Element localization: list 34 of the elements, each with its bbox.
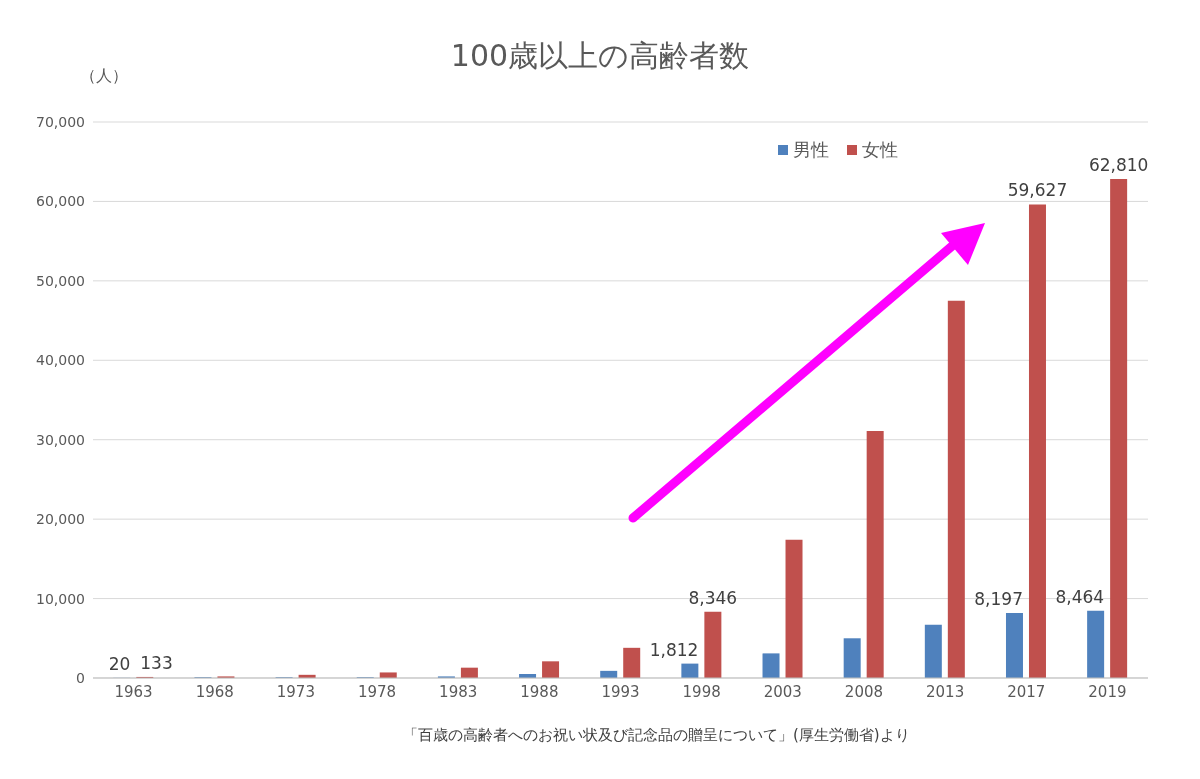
x-tick-label: 2017 [1007,682,1046,701]
y-tick-label: 20,000 [36,511,85,528]
x-tick-label: 2013 [926,682,965,701]
data-label: 133 [140,652,173,673]
data-label: 1,812 [649,639,699,660]
x-tick-label: 2008 [844,682,884,701]
data-label: 20 [108,653,131,674]
data-label: 62,810 [1088,155,1149,176]
x-tick-label: 1978 [357,682,397,701]
y-tick-label: 70,000 [36,113,85,130]
chart-title: 100歳以上の高齢者数 [450,38,750,73]
legend-label: 女性 [861,138,898,162]
data-label: 8,346 [688,587,738,608]
x-tick-label: 2003 [763,682,802,701]
y-tick-label: 10,000 [36,590,85,607]
x-tick-label: 1983 [439,682,478,701]
y-tick-label: 60,000 [36,193,85,210]
x-tick-label: 1998 [682,682,721,701]
y-axis-title: （人） [80,66,128,87]
data-label: 8,464 [1055,586,1105,607]
text: 「百歳の高齢者へのお祝い状及び記念品の贈呈について」(厚生労働省)より [403,726,910,745]
data-label: 8,197 [974,588,1023,609]
y-tick-label: 30,000 [36,431,85,448]
x-tick-label: 1963 [114,682,153,701]
y-tick-label: 0 [76,669,85,686]
x-tick-label: 1988 [520,682,559,701]
x-tick-label: 1968 [195,682,234,701]
x-tick-label: 2019 [1088,682,1127,701]
legend-label: 男性 [792,138,829,162]
x-tick-label: 1973 [276,682,315,701]
x-tick-label: 1993 [601,682,640,701]
y-tick-label: 40,000 [36,352,85,369]
data-label: 59,627 [1007,180,1068,201]
y-tick-label: 50,000 [36,272,85,289]
